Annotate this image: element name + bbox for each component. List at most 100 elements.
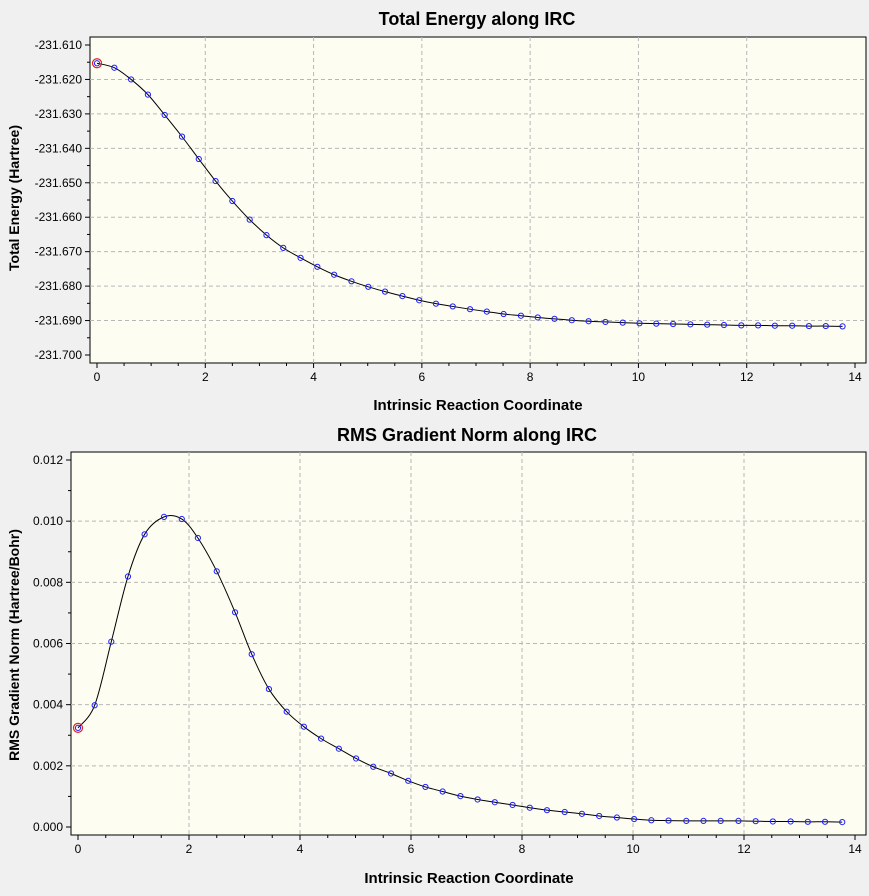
data-point[interactable] — [717, 817, 724, 824]
data-point[interactable] — [787, 818, 794, 825]
data-point[interactable] — [720, 321, 728, 329]
data-point[interactable] — [687, 321, 694, 328]
data-point[interactable] — [466, 306, 474, 313]
data-point[interactable] — [665, 817, 672, 824]
data-point[interactable] — [300, 723, 307, 730]
data-point[interactable] — [317, 735, 325, 742]
data-point[interactable] — [212, 177, 219, 185]
data-point[interactable] — [246, 216, 253, 223]
data-point[interactable] — [111, 64, 118, 71]
data-point[interactable] — [439, 788, 446, 795]
data-point[interactable] — [769, 818, 776, 825]
data-point[interactable] — [754, 322, 762, 329]
data-point[interactable] — [331, 271, 338, 278]
data-point[interactable] — [108, 638, 115, 645]
data-point[interactable] — [509, 801, 516, 809]
data-point[interactable] — [821, 818, 829, 825]
data-point[interactable] — [314, 263, 321, 270]
data-point[interactable] — [653, 320, 660, 327]
current-point-marker[interactable] — [72, 722, 84, 734]
data-point[interactable] — [619, 319, 626, 326]
data-point[interactable] — [517, 312, 525, 319]
data-point[interactable] — [491, 799, 498, 806]
y-tick-label: -231.640 — [35, 141, 83, 155]
data-point[interactable] — [534, 314, 541, 321]
data-point[interactable] — [124, 573, 132, 580]
data-point[interactable] — [839, 323, 846, 330]
data-point[interactable] — [74, 724, 82, 732]
data-point[interactable] — [551, 315, 558, 322]
data-point[interactable] — [704, 321, 711, 328]
data-point[interactable] — [178, 515, 185, 523]
data-point[interactable] — [422, 783, 429, 791]
data-point[interactable] — [789, 322, 796, 329]
data-point[interactable] — [483, 308, 490, 315]
data-point[interactable] — [585, 318, 592, 325]
data-point[interactable] — [128, 76, 135, 83]
data-point[interactable] — [526, 804, 533, 811]
data-point[interactable] — [839, 819, 846, 826]
data-point[interactable] — [265, 685, 273, 693]
data-point[interactable] — [93, 60, 101, 67]
data-point[interactable] — [370, 763, 377, 770]
data-point[interactable] — [449, 303, 456, 310]
x-tick-label: 12 — [737, 842, 751, 856]
data-point[interactable] — [263, 232, 270, 239]
data-point[interactable] — [578, 810, 586, 817]
data-point[interactable] — [648, 817, 655, 824]
data-point[interactable] — [297, 254, 304, 261]
data-point[interactable] — [457, 793, 464, 800]
data-point[interactable] — [283, 708, 290, 715]
data-point[interactable] — [543, 807, 551, 814]
data-point[interactable] — [178, 133, 186, 140]
data-point[interactable] — [596, 812, 603, 820]
data-point[interactable] — [822, 322, 829, 330]
data-point[interactable] — [561, 808, 568, 816]
current-point-marker[interactable] — [91, 58, 103, 69]
data-point[interactable] — [602, 318, 609, 326]
data-point[interactable] — [771, 322, 778, 329]
data-point[interactable] — [231, 609, 239, 616]
data-point[interactable] — [195, 155, 202, 163]
data-point[interactable] — [381, 288, 389, 295]
data-point[interactable] — [636, 320, 643, 327]
y-axis-label: RMS Gradient Norm (Hartree/Bohr) — [6, 529, 22, 761]
data-point[interactable] — [280, 244, 287, 251]
y-axis-label: Total Energy (Hartree) — [6, 125, 22, 271]
data-point[interactable] — [805, 322, 813, 330]
data-point[interactable] — [160, 513, 168, 520]
data-point[interactable] — [416, 297, 423, 304]
data-point[interactable] — [683, 817, 690, 824]
data-point[interactable] — [700, 817, 707, 824]
data-point[interactable] — [91, 702, 98, 709]
data-point[interactable] — [213, 568, 220, 575]
data-point[interactable] — [405, 777, 412, 784]
data-point[interactable] — [735, 817, 742, 824]
y-tick-label: -231.630 — [35, 107, 83, 121]
data-point[interactable] — [752, 818, 759, 825]
data-point[interactable] — [804, 818, 811, 825]
data-point[interactable] — [335, 745, 342, 752]
data-point[interactable] — [613, 814, 621, 821]
data-point[interactable] — [352, 755, 360, 762]
plot-area — [70, 451, 867, 836]
data-point[interactable] — [348, 278, 355, 285]
data-point[interactable] — [161, 111, 168, 119]
data-point[interactable] — [669, 320, 677, 328]
data-point[interactable] — [248, 651, 255, 658]
data-point[interactable] — [500, 310, 507, 318]
chart-title: Total Energy along IRC — [379, 9, 576, 29]
data-point[interactable] — [144, 91, 151, 98]
data-point[interactable] — [738, 322, 745, 329]
data-point[interactable] — [399, 293, 406, 300]
data-point[interactable] — [474, 796, 481, 803]
data-point[interactable] — [194, 534, 201, 542]
data-point[interactable] — [631, 815, 638, 823]
data-point[interactable] — [365, 283, 372, 290]
data-point[interactable] — [141, 531, 148, 538]
data-point[interactable] — [568, 317, 575, 324]
data-point[interactable] — [229, 197, 236, 205]
data-point[interactable] — [387, 770, 395, 777]
x-tick-label: 10 — [626, 842, 640, 856]
data-point[interactable] — [432, 300, 440, 307]
